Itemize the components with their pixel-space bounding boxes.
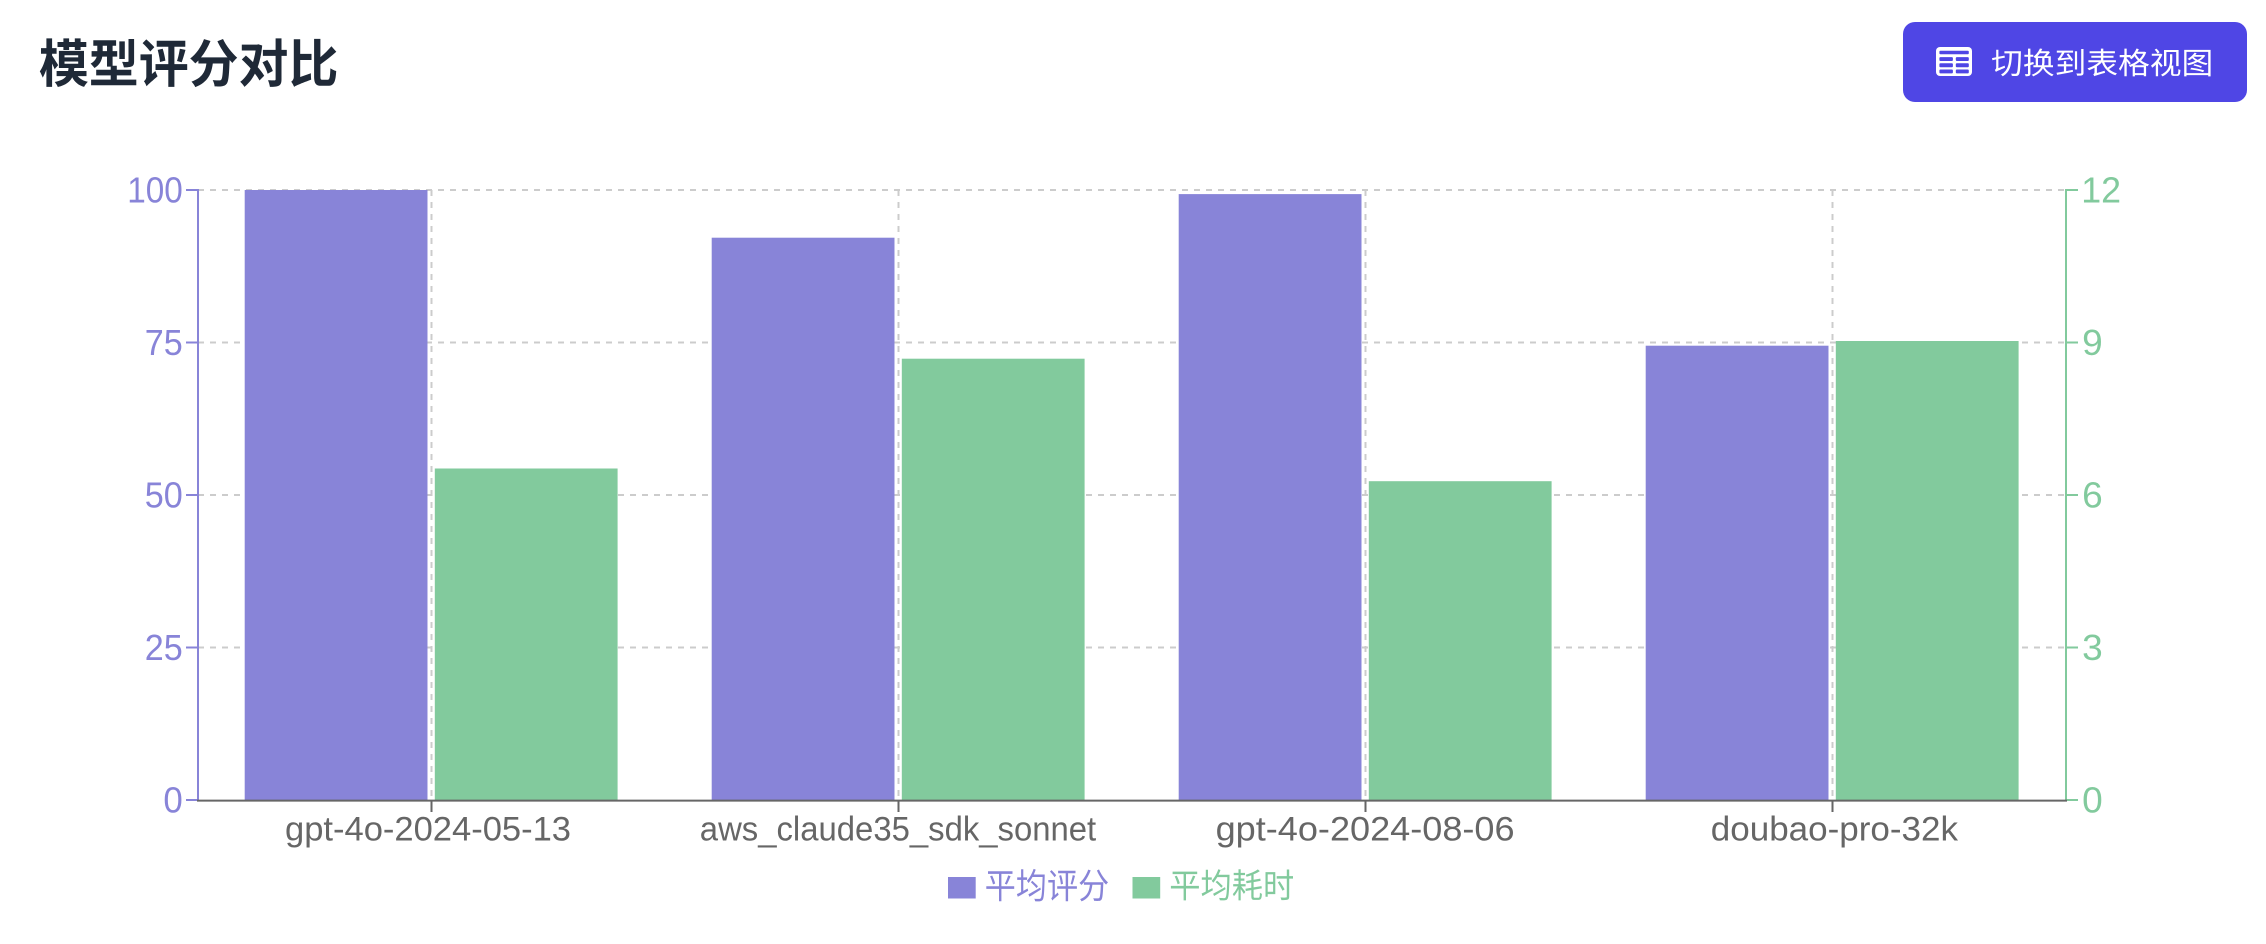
svg-text:50: 50 bbox=[145, 475, 183, 516]
svg-text:3: 3 bbox=[2082, 627, 2103, 668]
svg-text:75: 75 bbox=[145, 322, 183, 363]
svg-text:100: 100 bbox=[127, 170, 183, 211]
svg-text:gpt-4o-2024-08-06: gpt-4o-2024-08-06 bbox=[1216, 811, 1515, 849]
svg-text:doubao-pro-32k: doubao-pro-32k bbox=[1711, 811, 1959, 849]
svg-text:0: 0 bbox=[2082, 780, 2103, 821]
svg-text:6: 6 bbox=[2082, 475, 2103, 516]
svg-text:9: 9 bbox=[2082, 322, 2103, 363]
svg-text:12: 12 bbox=[2081, 170, 2121, 211]
svg-text:25: 25 bbox=[145, 627, 183, 668]
svg-text:aws_claude35_sdk_sonnet: aws_claude35_sdk_sonnet bbox=[700, 811, 1097, 849]
svg-text:0: 0 bbox=[163, 780, 182, 821]
svg-text:gpt-4o-2024-05-13: gpt-4o-2024-05-13 bbox=[285, 811, 571, 849]
